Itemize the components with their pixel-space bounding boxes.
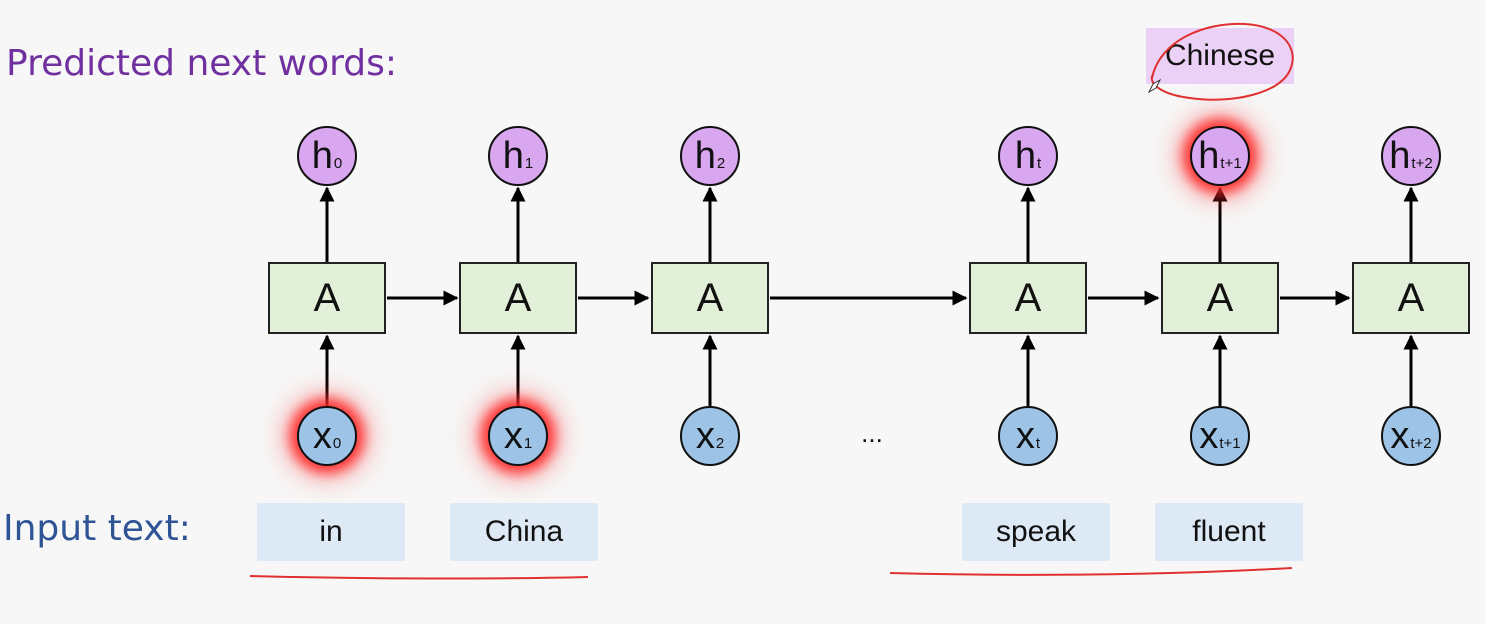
hidden-node-letter: h xyxy=(1389,135,1411,177)
hidden-node-t-plus-1-highlighted: h t+1 xyxy=(1190,126,1250,186)
input-word-china: China xyxy=(450,503,598,561)
input-node-subscript: 1 xyxy=(523,434,533,452)
input-word-fluent: fluent xyxy=(1155,503,1303,561)
input-node-letter: x xyxy=(312,415,332,457)
hidden-node-t-plus-2: h t+2 xyxy=(1381,126,1441,186)
input-node-letter: x xyxy=(503,415,523,457)
annotation-underline-left xyxy=(249,575,589,580)
input-node-letter: x xyxy=(695,415,715,457)
input-node-t-plus-2: x t+2 xyxy=(1381,406,1441,466)
input-node-letter: x xyxy=(1199,415,1219,457)
pen-cursor-icon xyxy=(1147,78,1162,94)
annotation-underline-right xyxy=(889,567,1293,576)
hidden-node-subscript: 2 xyxy=(716,154,726,172)
input-word-in: in xyxy=(257,503,405,561)
input-node-subscript: t+1 xyxy=(1219,434,1241,452)
input-node-subscript: 0 xyxy=(332,434,342,452)
input-word-speak: speak xyxy=(962,503,1110,561)
input-node-letter: x xyxy=(1015,415,1035,457)
rnn-cell-t: A xyxy=(969,262,1087,334)
rnn-cell-1: A xyxy=(459,262,577,334)
rnn-cell-t-plus-1: A xyxy=(1161,262,1279,334)
hidden-node-subscript: 1 xyxy=(524,154,534,172)
input-node-subscript: t xyxy=(1035,434,1041,452)
hidden-node-letter: h xyxy=(502,135,524,177)
input-node-subscript: t+2 xyxy=(1410,434,1432,452)
rnn-cell-t-plus-2: A xyxy=(1352,262,1470,334)
ellipsis: ... xyxy=(861,418,883,448)
hidden-node-subscript: t xyxy=(1036,154,1042,172)
input-node-subscript: 2 xyxy=(715,434,725,452)
hidden-node-subscript: t+1 xyxy=(1220,154,1242,172)
hidden-node-subscript: t+2 xyxy=(1411,154,1433,172)
hidden-node-letter: h xyxy=(1014,135,1036,177)
hidden-node-letter: h xyxy=(311,135,333,177)
vertical-arrows xyxy=(319,186,1419,406)
hidden-node-letter: h xyxy=(1198,135,1220,177)
input-node-letter: x xyxy=(1390,415,1410,457)
rnn-cell-2: A xyxy=(651,262,769,334)
annotation-circle xyxy=(1150,22,1294,101)
hidden-node-letter: h xyxy=(694,135,716,177)
predicted-next-words-title: Predicted next words: xyxy=(6,43,398,84)
hidden-node-subscript: 0 xyxy=(333,154,343,172)
predicted-word-box: Chinese xyxy=(1146,28,1294,84)
rnn-cell-0: A xyxy=(268,262,386,334)
input-text-title: Input text: xyxy=(3,508,191,549)
input-node-t-plus-1: x t+1 xyxy=(1190,406,1250,466)
